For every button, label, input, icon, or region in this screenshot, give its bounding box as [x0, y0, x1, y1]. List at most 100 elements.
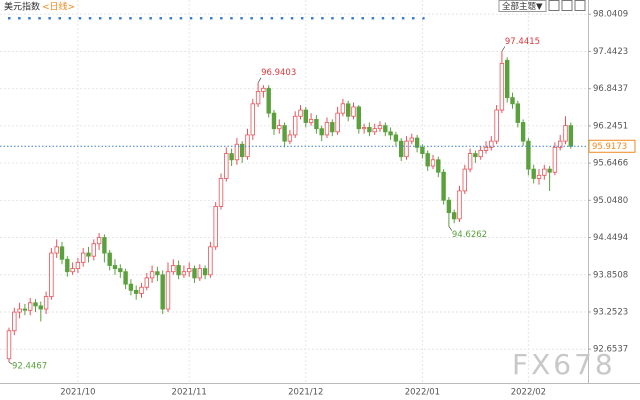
- event-marker: [189, 17, 193, 20]
- candle-body: [430, 159, 436, 167]
- event-marker: [341, 17, 344, 20]
- event-marker: [290, 17, 294, 20]
- candle-body: [38, 305, 43, 310]
- candle-body: [123, 271, 128, 285]
- candle-body: [75, 261, 81, 269]
- candle-body: [234, 143, 240, 161]
- y-tick-label: 98.0409: [593, 10, 628, 20]
- toolbar-icon[interactable]: [561, 0, 573, 11]
- event-marker: [240, 17, 243, 20]
- candle-body: [303, 109, 308, 123]
- event-marker: [78, 17, 82, 20]
- event-marker: [8, 17, 11, 20]
- candle-body: [149, 271, 155, 279]
- candle-body: [563, 125, 568, 142]
- event-marker: [422, 17, 425, 20]
- event-marker: [109, 17, 112, 20]
- candle-body: [229, 153, 234, 161]
- candle-body: [165, 271, 171, 310]
- candle-body: [292, 115, 298, 136]
- candles: [6, 51, 573, 363]
- candle-body: [86, 252, 91, 257]
- candle-body: [536, 174, 542, 179]
- candle-body: [494, 109, 499, 142]
- y-tick-label: 96.8437: [593, 84, 628, 94]
- candle-body: [27, 302, 33, 311]
- candle-body: [282, 125, 287, 142]
- candle-body: [266, 87, 271, 114]
- y-tick-label: 96.2451: [593, 121, 628, 131]
- candle-body: [515, 103, 520, 123]
- candle-body: [361, 127, 367, 130]
- candle-body: [356, 106, 361, 130]
- candle-body: [261, 87, 266, 92]
- event-marker: [280, 17, 284, 20]
- candle-body: [208, 246, 213, 276]
- grid: [0, 0, 591, 383]
- candle-body: [409, 137, 414, 142]
- y-tick-label: 93.2523: [593, 307, 628, 317]
- candle-body: [483, 146, 489, 151]
- y-tick-label: 95.6466: [593, 159, 628, 169]
- event-marker: [351, 17, 354, 20]
- event-marker: [179, 17, 183, 20]
- theme-dropdown-label: 全部主题▼: [502, 1, 543, 12]
- event-marker: [129, 17, 132, 20]
- candle-body: [398, 140, 404, 158]
- candle-body: [287, 134, 293, 142]
- candle-body: [367, 127, 372, 133]
- candle-body: [17, 308, 22, 313]
- candle-body: [22, 308, 28, 311]
- candle-body: [489, 140, 494, 148]
- candle-body: [425, 153, 430, 167]
- extreme-pointer: [448, 226, 453, 231]
- toolbar-icon[interactable]: [548, 0, 560, 11]
- candle-body: [420, 146, 425, 154]
- candle-body: [340, 103, 346, 114]
- candle-body: [542, 168, 547, 176]
- event-marker: [331, 17, 334, 20]
- y-tick-label: 93.8508: [593, 270, 628, 280]
- candle-body: [478, 150, 483, 158]
- event-marker: [48, 17, 51, 20]
- candle-body: [33, 302, 38, 307]
- candle-body: [467, 153, 473, 170]
- price-label-box: [588, 139, 636, 153]
- event-marker: [230, 17, 233, 20]
- x-tick-label: 2022/02: [511, 388, 546, 398]
- candle-body: [202, 268, 208, 276]
- candle-body: [372, 128, 377, 133]
- candle-body: [213, 206, 218, 248]
- candle-body: [255, 90, 261, 105]
- toolbar-icon[interactable]: [574, 0, 586, 11]
- event-marker: [250, 17, 253, 20]
- candle-body: [520, 122, 526, 142]
- candle-body: [43, 296, 49, 310]
- candle-body: [181, 271, 187, 276]
- candle-body: [499, 63, 505, 111]
- candle-body: [128, 283, 134, 291]
- extreme-pointer: [257, 77, 262, 83]
- event-marker: [199, 17, 203, 20]
- candle-body: [526, 140, 531, 170]
- candle-body: [345, 103, 351, 117]
- event-marker: [381, 17, 385, 20]
- candle-body: [133, 289, 139, 294]
- event-marker: [300, 17, 304, 20]
- candle-body: [393, 134, 399, 142]
- candle-body: [462, 168, 467, 192]
- candle-body: [107, 252, 112, 266]
- chart-subtitle[interactable]: <日线>: [42, 1, 75, 13]
- candle-body: [139, 286, 144, 294]
- event-marker: [270, 17, 274, 20]
- chart-title: 美元指数: [4, 1, 40, 13]
- candle-body: [351, 106, 356, 117]
- event-marker: [371, 17, 375, 20]
- event-marker: [220, 17, 223, 20]
- event-marker: [391, 17, 395, 20]
- candle-body: [176, 265, 181, 276]
- theme-dropdown[interactable]: [498, 0, 547, 12]
- extreme-annotation: 96.9403: [261, 68, 296, 78]
- event-marker: [311, 17, 314, 20]
